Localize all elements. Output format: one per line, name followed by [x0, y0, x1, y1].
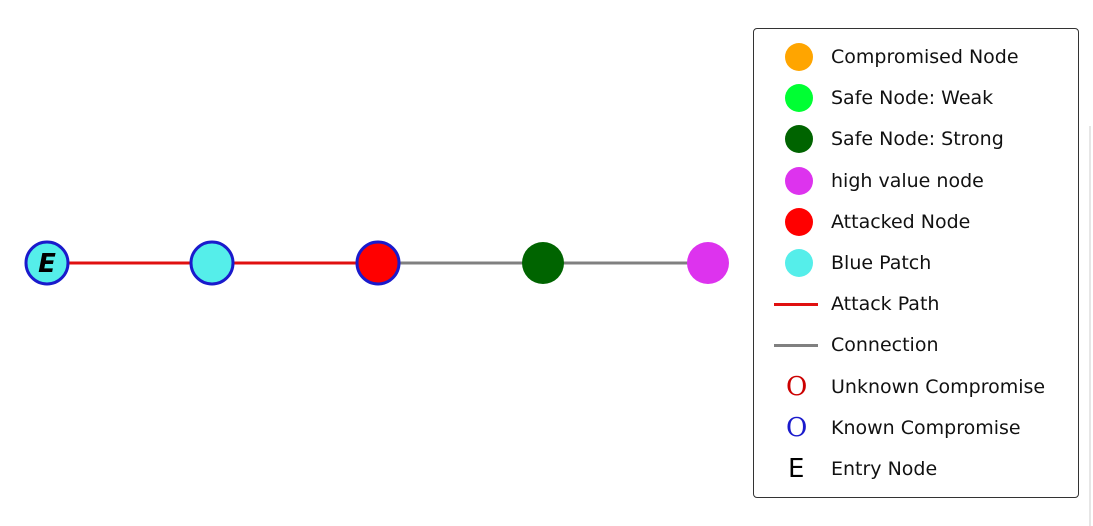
safe-node-strong-marker-icon	[774, 124, 818, 154]
graph-nodes: E	[24, 240, 729, 286]
legend-item-entry-node: E Entry Node	[754, 454, 1078, 484]
graph-node-4	[522, 242, 564, 284]
known-compromise-ring-icon: O	[774, 413, 818, 443]
connection-line-icon	[774, 330, 818, 360]
legend-label: Attacked Node	[831, 210, 971, 233]
node-circle	[355, 240, 401, 286]
line-swatch-icon	[774, 303, 818, 307]
circle-swatch-icon	[785, 249, 813, 277]
attack-path-line-icon	[774, 289, 818, 319]
ring-symbol-icon: O	[786, 371, 808, 402]
circle-swatch-icon	[785, 166, 813, 195]
legend-label: Safe Node: Strong	[831, 128, 1004, 151]
legend-item-attack-path: Attack Path	[754, 289, 1078, 319]
graph-node-3	[355, 240, 401, 286]
blue-patch-marker-icon	[774, 248, 818, 278]
safe-node-weak-marker-icon	[774, 83, 818, 113]
network-graph: E	[24, 240, 729, 286]
legend-label: Compromised Node	[831, 46, 1019, 68]
legend-item-connection: Connection	[754, 330, 1078, 360]
legend-label: Attack Path	[831, 293, 940, 316]
entry-symbol-icon: E	[788, 454, 805, 484]
circle-swatch-icon	[785, 84, 813, 113]
compromised-node-marker-icon	[774, 42, 818, 72]
node-circle	[522, 242, 564, 284]
legend-item-compromised-node: Compromised Node	[754, 42, 1078, 72]
legend-item-safe-node-strong: Safe Node: Strong	[754, 124, 1078, 154]
legend-label: Connection	[831, 334, 939, 357]
unknown-compromise-ring-icon: O	[774, 372, 818, 402]
legend-label: Entry Node	[831, 458, 938, 480]
window-edge	[1089, 126, 1091, 526]
high-value-node-marker-icon	[774, 166, 818, 196]
legend-label: Blue Patch	[831, 252, 932, 274]
legend-item-blue-patch: Blue Patch	[754, 248, 1078, 278]
legend-label: high value node	[831, 169, 984, 192]
graph-node-1: E	[24, 240, 70, 286]
legend-label: Known Compromise	[831, 416, 1021, 439]
graph-node-2	[189, 240, 235, 286]
node-circle	[24, 240, 70, 286]
legend-item-high-value-node: high value node	[754, 166, 1078, 196]
entry-node-label: E	[38, 249, 56, 279]
legend-label: Unknown Compromise	[831, 375, 1046, 398]
legend: Compromised Node Safe Node: Weak Safe Node…	[753, 28, 1079, 498]
attacked-node-marker-icon	[774, 207, 818, 237]
circle-swatch-icon	[785, 207, 813, 236]
legend-item-unknown-compromise: O Unknown Compromise	[754, 372, 1078, 402]
node-circle	[687, 242, 729, 284]
ring-symbol-icon: O	[786, 412, 808, 443]
legend-item-known-compromise: O Known Compromise	[754, 413, 1078, 443]
circle-swatch-icon	[785, 125, 813, 154]
circle-swatch-icon	[785, 43, 813, 71]
line-swatch-icon	[774, 344, 818, 348]
legend-item-safe-node-weak: Safe Node: Weak	[754, 83, 1078, 113]
graph-node-5	[687, 242, 729, 284]
node-circle	[189, 240, 235, 286]
legend-item-attacked-node: Attacked Node	[754, 207, 1078, 237]
legend-label: Safe Node: Weak	[831, 87, 994, 110]
entry-node-glyph-icon: E	[774, 454, 818, 484]
